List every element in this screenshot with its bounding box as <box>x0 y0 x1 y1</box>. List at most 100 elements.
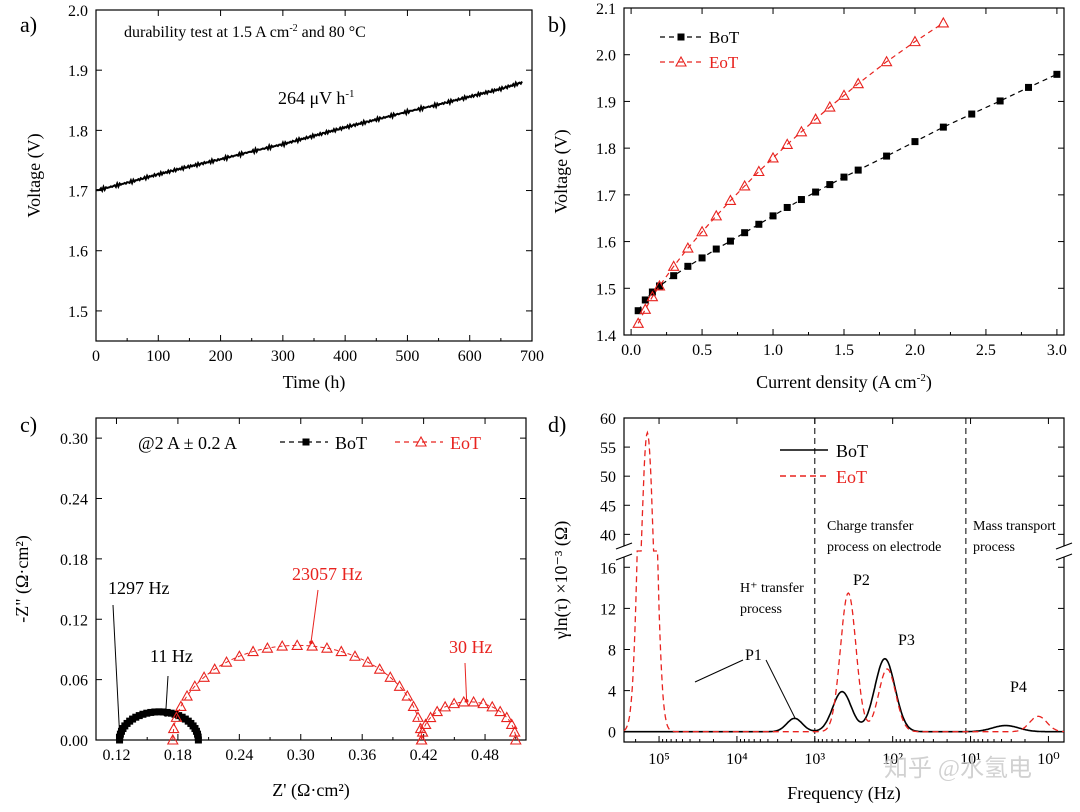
series-EoT-point <box>681 241 694 253</box>
a-xtick-label: 0 <box>92 348 100 365</box>
legend-BoT-label: BoT <box>709 28 740 47</box>
legend-EoT-marker <box>415 435 427 447</box>
c-ytick-label: 0.24 <box>60 492 88 509</box>
series-EoT-point <box>220 656 233 667</box>
series-BoT-point <box>670 272 678 280</box>
series-BoT-point <box>726 237 734 245</box>
b-xtick-label: 1.5 <box>834 342 854 359</box>
b-ytick-label: 1.7 <box>596 188 616 205</box>
panel-label: c) <box>20 412 37 437</box>
series-EoT-point <box>752 165 765 177</box>
d-xtick-label: 10¹ <box>960 751 981 768</box>
series-BoT-point <box>911 138 919 146</box>
c-xtick-label: 0.24 <box>225 747 253 764</box>
frequency-annotation: 1297 Hz <box>108 578 170 598</box>
series-EoT-point <box>407 700 420 712</box>
series-EoT-point <box>653 279 666 291</box>
d-xtick-label: 10² <box>882 751 903 768</box>
watermark: 知乎 @水氢电 <box>884 755 1032 782</box>
plot-frame <box>95 417 527 741</box>
series-EoT-point <box>809 113 822 124</box>
series-BoT-point <box>840 173 848 181</box>
annotation-degradation-rate: 264 μV h-1 <box>278 88 355 108</box>
series-EoT-point <box>261 642 274 653</box>
panel-label: b) <box>548 12 566 37</box>
c-ytick-label: 0.06 <box>60 673 88 690</box>
series-EoT-point <box>667 260 680 271</box>
a-xtick-label: 500 <box>395 348 419 365</box>
series-EoT-line <box>637 22 944 324</box>
series-BoT-point <box>939 123 947 131</box>
b-xtick-label: 1.0 <box>763 342 783 359</box>
peak-p1-arrow <box>694 659 744 683</box>
series-EoT-point <box>439 700 452 712</box>
c-ytick-label: 0.12 <box>60 612 88 629</box>
c-xtick-label: 0.42 <box>410 747 438 764</box>
series-BoT-point <box>155 708 163 716</box>
panel-b: 0.0 0.5 1.0 1.5 2.0 2.5 3.0 1.4 1.5 1.6 1.7 1.8 1.9 2… <box>548 1 1067 393</box>
b-ytick-label: 2.0 <box>596 48 616 65</box>
b-ytick-label: 1.9 <box>596 94 616 111</box>
peak-p1-arrow <box>765 659 796 719</box>
series-BoT-point <box>163 708 171 716</box>
frequency-annotation: 23057 Hz <box>292 564 363 584</box>
condition-label: @2 A ± 0.2 A <box>138 433 237 453</box>
a-ytick-label: 2.0 <box>68 3 88 20</box>
d-ytick-label: 0 <box>608 725 616 742</box>
axis-break-left <box>615 542 633 550</box>
d-ytick-label: 8 <box>608 643 616 660</box>
frequency-annotation: 30 Hz <box>449 637 493 657</box>
axis-break-left <box>615 553 633 561</box>
series-EoT-point <box>167 722 180 734</box>
d-xtick-label: 10⁴ <box>726 751 748 768</box>
series-BoT-point <box>655 282 663 290</box>
series-EoT-point <box>198 671 211 682</box>
axis-break-right <box>1055 542 1073 550</box>
series-EoT-point <box>373 663 386 674</box>
series-durability-line <box>95 80 523 194</box>
series-EoT-arc <box>172 644 423 741</box>
a-xtick-label: 400 <box>333 348 357 365</box>
a-ytick-label: 1.8 <box>68 123 88 140</box>
series-EoT-point <box>393 680 406 691</box>
series-EoT-point <box>174 700 187 712</box>
frequency-annotation-arrow <box>464 662 468 701</box>
series-EoT-point <box>384 671 397 682</box>
plot-frame <box>623 7 1065 336</box>
series-EoT-point <box>477 697 490 709</box>
series-BoT-point <box>684 262 692 270</box>
d-xtick-label: 10⁵ <box>648 751 670 768</box>
panel-label: a) <box>20 12 37 37</box>
b-xtick-label: 3.0 <box>1047 342 1067 359</box>
a-xtick-label: 100 <box>146 348 170 365</box>
series-EoT-point <box>467 695 480 707</box>
series-EoT-point <box>276 639 289 651</box>
panel-a: 0 100 200 300 400 500 600 700 1.5 1.6 1.7 1.8 1.9 2.0… <box>20 3 544 393</box>
plot-frame-upper <box>623 417 1065 546</box>
d-ytick-label: 16 <box>600 560 616 577</box>
b-ytick-label: 1.6 <box>596 235 616 252</box>
a-ytick-label: 1.7 <box>68 184 88 201</box>
series-EoT-point <box>208 663 221 674</box>
d-ytick-label: 50 <box>600 469 616 486</box>
x-axis-label: Frequency (Hz) <box>787 783 900 804</box>
series-BoT-point <box>968 110 976 118</box>
series-EoT-point <box>448 697 461 709</box>
region-label: H⁺ transfer <box>740 581 804 596</box>
legend-EoT-marker <box>675 55 687 67</box>
c-xtick-label: 0.48 <box>471 747 499 764</box>
series-EoT-point <box>724 194 737 206</box>
frequency-annotation-arrow <box>165 675 169 715</box>
series-BoT-point <box>812 188 820 196</box>
d-xtick-label: 10³ <box>804 751 825 768</box>
series-BoT-point <box>996 97 1004 105</box>
axis-break-right <box>1055 553 1073 561</box>
series-EoT-point <box>170 711 183 722</box>
series-BoT-point <box>797 196 805 204</box>
d-ytick-label: 40 <box>600 527 616 544</box>
series-BoT-point <box>147 708 155 716</box>
c-xtick-label: 0.12 <box>102 747 130 764</box>
series-EoT-point <box>361 656 374 667</box>
region-label: process on electrode <box>827 540 941 555</box>
